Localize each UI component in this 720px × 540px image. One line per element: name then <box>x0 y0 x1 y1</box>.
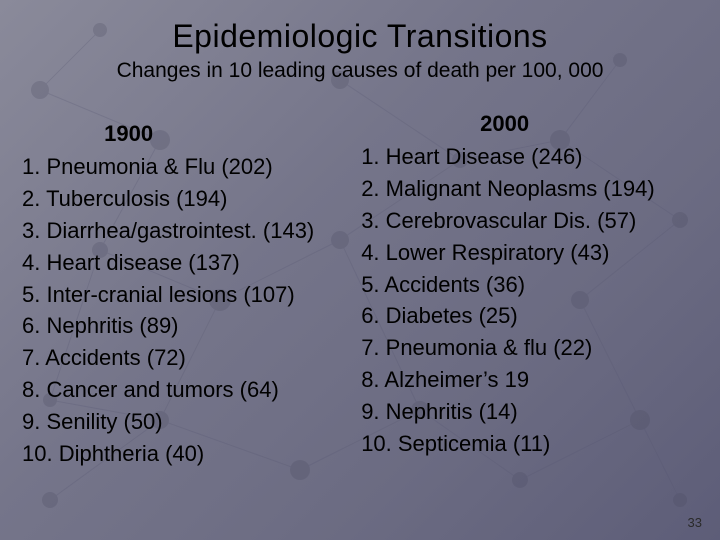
list-item: 6. Diabetes (25) <box>361 300 708 332</box>
list-item: 5. Accidents (36) <box>361 269 708 301</box>
list-item: 7. Accidents (72) <box>22 342 355 374</box>
list-item: 7. Pneumonia & flu (22) <box>361 332 708 364</box>
list-item: 10. Septicemia (11) <box>361 428 708 460</box>
list-item: 2. Tuberculosis (194) <box>22 183 355 215</box>
list-item: 1. Heart Disease (246) <box>361 141 708 173</box>
list-item: 3. Cerebrovascular Dis. (57) <box>361 205 708 237</box>
column-1900: 1900 1. Pneumonia & Flu (202) 2. Tubercu… <box>22 111 355 470</box>
list-item: 10. Diphtheria (40) <box>22 438 355 470</box>
year-heading-2000: 2000 <box>361 111 708 137</box>
year-heading-1900: 1900 <box>22 111 355 147</box>
slide-title: Epidemiologic Transitions <box>0 0 720 55</box>
list-item: 6. Nephritis (89) <box>22 310 355 342</box>
column-2000: 2000 1. Heart Disease (246) 2. Malignant… <box>361 111 708 470</box>
list-item: 4. Lower Respiratory (43) <box>361 237 708 269</box>
list-item: 1. Pneumonia & Flu (202) <box>22 151 355 183</box>
list-item: 8. Cancer and tumors (64) <box>22 374 355 406</box>
slide-subtitle: Changes in 10 leading causes of death pe… <box>0 59 720 83</box>
list-item: 4. Heart disease (137) <box>22 247 355 279</box>
columns-container: 1900 1. Pneumonia & Flu (202) 2. Tubercu… <box>0 83 720 470</box>
slide-content: Epidemiologic Transitions Changes in 10 … <box>0 0 720 540</box>
page-number: 33 <box>688 515 702 530</box>
list-item: 2. Malignant Neoplasms (194) <box>361 173 708 205</box>
list-item: 9. Senility (50) <box>22 406 355 438</box>
list-item: 3. Diarrhea/gastrointest. (143) <box>22 215 355 247</box>
list-item: 5. Inter-cranial lesions (107) <box>22 279 355 311</box>
list-item: 9. Nephritis (14) <box>361 396 708 428</box>
list-item: 8. Alzheimer’s 19 <box>361 364 708 396</box>
